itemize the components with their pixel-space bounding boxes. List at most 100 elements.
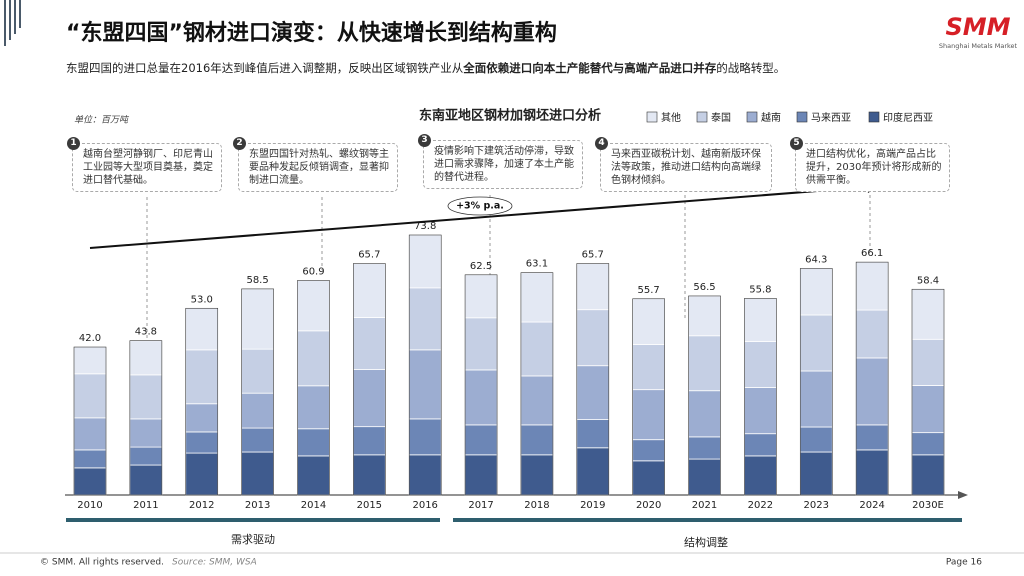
x-tick-label: 2017 [468,500,493,511]
bar-segment [911,338,945,386]
bar-outline [688,295,721,496]
unit: 单位：百万吨 [74,115,130,126]
bar-segment [799,426,833,453]
annotation: 2 东盟四国针对热轧、螺纹钢等主要品种发起反倾销调查，显著抑制进口流量。 [233,137,398,192]
trend-badge [447,196,513,216]
chart-title: 东南亚地区钢材加钢坯进口分析 [419,108,601,124]
x-tick-label: 2014 [301,500,326,511]
bar-segment [855,357,889,426]
bar-segment [632,439,666,462]
bar-outline [520,272,554,496]
bar-segment [632,460,666,496]
bar-segment [73,346,107,375]
x-tick-label: 2011 [133,500,158,511]
bar-outline [353,263,386,496]
annotation-text: 进口结构优化，高端产品占比提升，2030年预计将形成新的供需平衡。 [806,149,942,186]
bar-segment [408,418,442,456]
total-label: 55.8 [749,284,771,295]
bar-segment [576,447,610,496]
total-label: 58.4 [917,275,939,286]
total-label: 55.7 [638,285,660,296]
source: Source: SMM, WSA [172,558,257,568]
bar-segment [855,261,889,311]
bar-segment [297,280,330,332]
bar-segment [911,288,945,340]
annotation-text: 疫情影响下建筑活动停滞，导致进口需求骤降，加速了本土产能的替代进程。 [434,146,574,183]
x-tick-label: 2023 [804,500,829,511]
bar-segment [855,424,889,451]
bar-segment [576,365,610,421]
annotation-text: 马来西亚碳税计划、越南新版环保法等政策，推动进口结构向高端绿色钢材倾斜。 [611,149,761,186]
bar-outline [297,280,330,496]
annotation-number: 4 [595,137,608,150]
bar-segment [241,427,275,453]
legend-swatch [868,111,880,123]
bar-outline [855,261,889,496]
bar-segment [855,449,889,496]
bar-segment [576,263,610,311]
bar-outline [73,346,107,496]
subtitle-part: 的战略转型。 [716,61,785,75]
bar-segment [688,458,721,496]
total-label: 56.5 [693,282,715,293]
bar-segment [464,317,498,371]
x-tick-label: 2010 [77,500,102,511]
bar-segment [744,455,777,496]
bar-segment [408,234,442,289]
bar-segment [576,419,610,449]
bar-segment [464,424,498,456]
bar-segment [744,298,777,342]
bar-segment [464,369,498,426]
bar-segment [129,374,163,420]
bar-segment [799,314,833,372]
bar-outline [408,234,442,496]
bar-outline [129,340,163,496]
x-tick-label: 2016 [412,500,437,511]
bar-segment [799,268,833,316]
bar-outline [799,268,833,496]
legend-label: 马来西亚 [811,112,851,124]
total-label: 63.1 [526,259,548,270]
page-number: Page 16 [946,558,982,568]
legend-swatch [796,111,808,123]
bar-segment [352,369,386,428]
bar-segment [911,432,945,456]
bar-segment [799,370,833,428]
bar-segment [855,309,889,359]
bar-segment [799,451,833,496]
trend-label: +3% p.a. [456,201,504,212]
bar-segment [73,373,107,419]
bar-outline [632,298,665,496]
bar-segment [241,348,275,394]
annotation: 4 马来西亚碳税计划、越南新版环保法等政策，推动进口结构向高端绿色钢材倾斜。 [595,137,772,192]
legend-label: 越南 [761,111,781,124]
bar-segment [688,295,721,337]
x-tick-label: 2020 [636,500,661,511]
bar-segment [73,449,107,469]
left-stripes [4,0,21,46]
bar-segment [408,454,442,496]
bar-segment [129,446,163,466]
total-label: 58.5 [246,275,268,286]
bar-segment [744,387,777,435]
x-tick-label: 2018 [524,500,549,511]
bar-segment [352,263,386,318]
bar-segment [911,385,945,434]
bar-segment [352,454,386,496]
legend-label: 其他 [661,111,681,124]
bar-segment [241,392,275,429]
bar-segment [744,433,777,457]
annotation-text: 东盟四国针对热轧、螺纹钢等主要品种发起反倾销调查，显著抑制进口流量。 [249,149,389,186]
bar-segment [185,349,219,405]
x-tick-label: 2024 [859,500,884,511]
legend-swatch [646,111,658,123]
bar-segment [73,417,107,451]
bar-segment [241,288,275,350]
bar-segment [185,307,219,351]
x-tick-label: 2019 [580,500,605,511]
bar-segment [408,349,442,420]
bar-segment [520,454,554,496]
bar-segment [297,330,330,387]
subtitle-part: 东盟四国的进口总量在2016年达到峰值后进入调整期，反映出区域钢铁产业从 [66,61,464,75]
